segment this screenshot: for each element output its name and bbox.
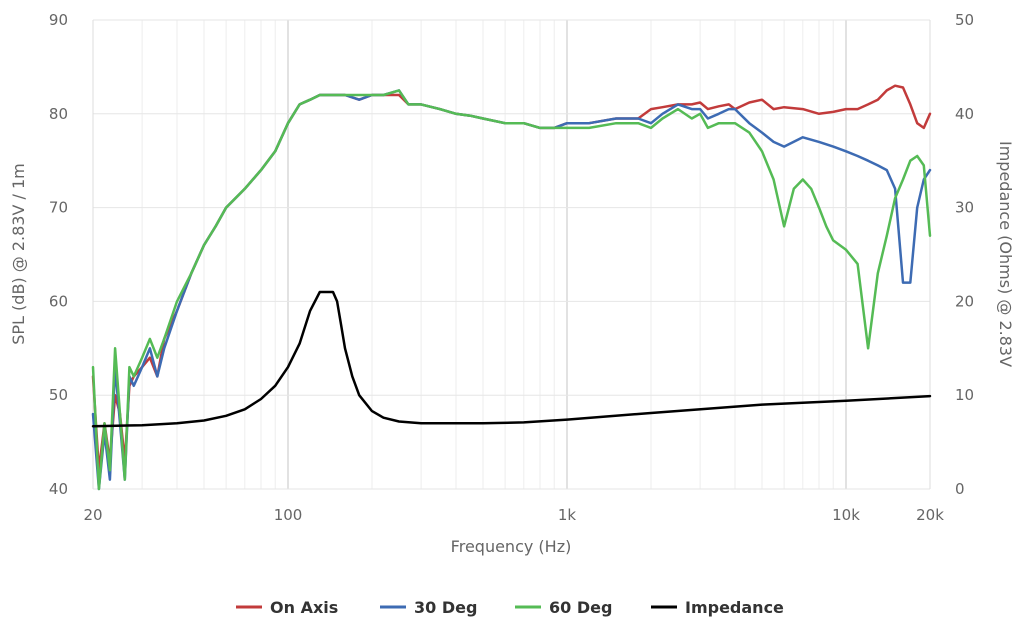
x-tick-label: 20k [916, 506, 944, 524]
left-y-tick-label: 90 [49, 11, 68, 29]
left-y-tick-label: 60 [49, 292, 68, 310]
series-line-30-deg[interactable] [91, 89, 932, 491]
x-tick-label: 1k [558, 506, 577, 524]
legend-item-on-axis[interactable]: On Axis [236, 598, 338, 617]
left-y-tick-label: 40 [49, 480, 68, 498]
x-tick-label: 100 [274, 506, 303, 524]
right-y-tick-label: 40 [955, 105, 974, 123]
left-axis-title: SPL (dB) @ 2.83V / 1m [9, 163, 28, 345]
legend-item-60-deg[interactable]: 60 Deg [515, 598, 612, 617]
right-y-tick-label: 20 [955, 292, 974, 310]
legend-item-impedance[interactable]: Impedance [651, 598, 784, 617]
legend: On Axis 30 Deg 60 Deg Impedance [236, 598, 784, 617]
right-y-tick-label: 10 [955, 386, 974, 404]
series-layer [91, 84, 932, 491]
legend-item-30-deg[interactable]: 30 Deg [380, 598, 477, 617]
right-axis-title: Impedance (Ohms) @ 2.83V [996, 141, 1015, 367]
right-y-tick-label: 30 [955, 199, 974, 217]
series-line-60-deg[interactable] [91, 89, 932, 491]
left-y-tick-label: 80 [49, 105, 68, 123]
left-y-tick-label: 50 [49, 386, 68, 404]
legend-label-30-deg: 30 Deg [414, 598, 477, 617]
grid [92, 19, 931, 490]
right-y-tick-label: 0 [955, 480, 965, 498]
x-tick-label: 20 [83, 506, 102, 524]
ticks-layer: 20 100 1k 10k 20k 40 50 60 70 80 90 0 10 20 30 40 50 [49, 11, 974, 524]
legend-label-60-deg: 60 Deg [549, 598, 612, 617]
series-line-impedance[interactable] [91, 290, 932, 428]
legend-label-impedance: Impedance [685, 598, 784, 617]
x-tick-label: 10k [832, 506, 860, 524]
series-line-on-axis[interactable] [91, 84, 932, 472]
legend-label-on-axis: On Axis [270, 598, 338, 617]
right-y-tick-label: 50 [955, 11, 974, 29]
left-y-tick-label: 70 [49, 199, 68, 217]
x-axis-title: Frequency (Hz) [451, 537, 572, 556]
